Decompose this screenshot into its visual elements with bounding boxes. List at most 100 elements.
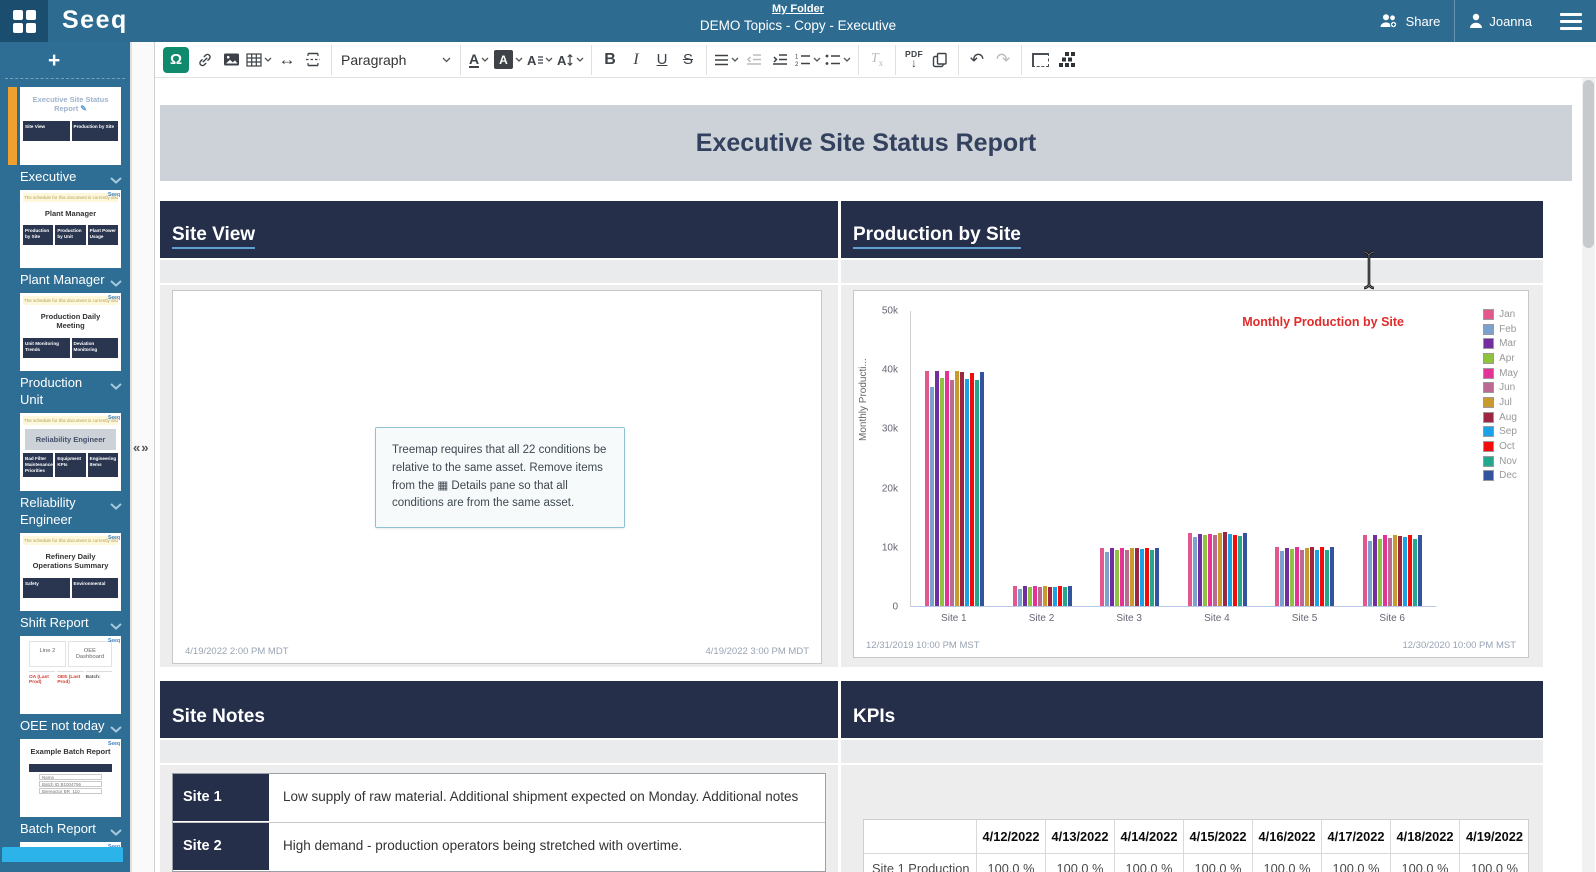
bar-dec-1[interactable] [980, 372, 984, 606]
bar-aug-4[interactable] [1223, 532, 1227, 606]
user-menu[interactable]: Joanna [1455, 0, 1546, 42]
bullet-list-button[interactable] [823, 47, 853, 73]
topic-label[interactable]: Batch Report [20, 820, 124, 837]
bar-aug-1[interactable] [960, 372, 964, 606]
topic-thumbnail[interactable]: The schedule for this document is curren… [20, 293, 121, 371]
pattern-fill-button[interactable] [1053, 47, 1079, 73]
bar-nov-6[interactable] [1413, 539, 1417, 606]
outdent-button[interactable] [741, 47, 767, 73]
chevron-down-icon[interactable] [110, 497, 122, 514]
bar-nov-5[interactable] [1325, 550, 1329, 606]
topic-label[interactable]: Executive [20, 168, 124, 185]
bar-feb-2[interactable] [1018, 589, 1022, 606]
topic-thumbnail[interactable]: The schedule for this document is curren… [20, 190, 121, 268]
bar-aug-5[interactable] [1310, 547, 1314, 606]
bar-mar-4[interactable] [1198, 534, 1202, 606]
bar-jul-6[interactable] [1393, 535, 1397, 606]
site-view-link[interactable]: Site View [172, 224, 255, 249]
line-height-button[interactable]: A [555, 47, 586, 73]
bar-jun-3[interactable] [1125, 550, 1129, 606]
note-cell[interactable]: High demand - production operators being… [269, 823, 825, 871]
sidebar-topic[interactable]: The schedule for this document is curren… [0, 533, 130, 631]
redo-button[interactable]: ↷ [990, 47, 1016, 73]
chevron-down-icon[interactable] [110, 823, 122, 840]
bar-feb-5[interactable] [1280, 551, 1284, 606]
legend-item[interactable]: Oct [1483, 439, 1518, 454]
bar-sep-2[interactable] [1053, 587, 1057, 606]
seeq-logo[interactable]: Seeq [62, 6, 128, 35]
bar-jan-5[interactable] [1275, 547, 1279, 606]
bar-mar-6[interactable] [1373, 535, 1377, 606]
sidebar-scroll-highlight[interactable] [2, 847, 123, 862]
bar-may-3[interactable] [1120, 548, 1124, 606]
italic-button[interactable]: I [623, 47, 649, 73]
bar-jan-3[interactable] [1100, 548, 1104, 606]
bar-nov-3[interactable] [1150, 550, 1154, 606]
link-button[interactable] [192, 47, 218, 73]
insert-image-button[interactable] [218, 47, 244, 73]
share-button[interactable]: Share [1364, 0, 1455, 42]
legend-item[interactable]: Aug [1483, 410, 1518, 425]
sidebar-topic[interactable]: Example Batch ReportSeeqNameBatch ID B10… [0, 739, 130, 837]
ordered-list-button[interactable]: 12 [793, 47, 823, 73]
bar-oct-5[interactable] [1320, 547, 1324, 606]
bar-jan-1[interactable] [925, 371, 929, 606]
topic-label[interactable]: Shift Report [20, 614, 124, 631]
bar-mar-2[interactable] [1023, 586, 1027, 606]
bar-jun-6[interactable] [1388, 538, 1392, 606]
legend-item[interactable]: Apr [1483, 351, 1518, 366]
bar-oct-4[interactable] [1233, 535, 1237, 606]
bar-dec-6[interactable] [1418, 535, 1422, 606]
bar-nov-2[interactable] [1063, 587, 1067, 606]
topic-thumbnail[interactable]: Line 2OEE DashboardOA (Last Prod)OEE (La… [20, 636, 121, 714]
bar-jan-2[interactable] [1013, 586, 1017, 606]
bar-aug-2[interactable] [1048, 587, 1052, 606]
undo-button[interactable]: ↶ [964, 47, 990, 73]
bar-feb-4[interactable] [1193, 537, 1197, 606]
bar-sep-3[interactable] [1140, 549, 1144, 606]
bold-button[interactable]: B [597, 47, 623, 73]
bar-jul-2[interactable] [1043, 586, 1047, 606]
font-size-button[interactable]: A [525, 47, 555, 73]
hamburger-menu-icon[interactable] [1560, 13, 1582, 30]
add-topic-button[interactable]: + [48, 50, 130, 72]
bar-dec-5[interactable] [1330, 547, 1334, 606]
bar-jun-2[interactable] [1038, 587, 1042, 606]
bar-oct-6[interactable] [1408, 535, 1412, 606]
topic-thumbnail[interactable]: Example Batch ReportSeeqNameBatch ID B10… [20, 739, 121, 817]
kpi-table[interactable]: 4/12/20224/13/20224/14/20224/15/20224/16… [863, 819, 1529, 872]
scrollbar-thumb[interactable] [1583, 80, 1594, 248]
bar-feb-3[interactable] [1105, 552, 1109, 606]
sidebar-resize-strip[interactable]: «» [130, 42, 155, 872]
bar-apr-5[interactable] [1290, 549, 1294, 606]
bar-dec-3[interactable] [1155, 548, 1159, 606]
sidebar-topic[interactable]: The schedule for this document is curren… [0, 190, 130, 288]
legend-item[interactable]: Dec [1483, 469, 1518, 484]
bar-feb-6[interactable] [1368, 541, 1372, 606]
bar-nov-1[interactable] [975, 380, 979, 606]
document-canvas[interactable]: Executive Site Status Report Site View P… [155, 78, 1596, 872]
app-grid-button[interactable] [0, 0, 48, 42]
bar-mar-5[interactable] [1285, 548, 1289, 606]
vertical-scrollbar[interactable] [1582, 78, 1595, 872]
bar-apr-6[interactable] [1378, 539, 1382, 606]
bar-mar-3[interactable] [1110, 548, 1114, 606]
bar-jul-4[interactable] [1218, 533, 1222, 606]
my-folder-link[interactable]: My Folder [700, 3, 896, 15]
export-pdf-button[interactable]: PDF↓ [901, 47, 927, 73]
legend-item[interactable]: Jun [1483, 380, 1518, 395]
topic-label[interactable]: Reliability Engineer [20, 494, 124, 528]
clear-formatting-button[interactable]: Tx [864, 47, 890, 73]
topic-thumbnail[interactable]: The schedule for this document is curren… [20, 413, 121, 491]
bar-may-4[interactable] [1208, 534, 1212, 606]
topic-thumbnail[interactable]: The schedule for this document is curren… [20, 533, 121, 611]
bar-aug-6[interactable] [1398, 536, 1402, 606]
chevron-down-icon[interactable] [110, 720, 122, 737]
bar-may-6[interactable] [1383, 535, 1387, 606]
sidebar-topic[interactable]: Line 2OEE DashboardOA (Last Prod)OEE (La… [0, 636, 130, 734]
bar-may-5[interactable] [1295, 547, 1299, 606]
seeq-content-button[interactable]: Ω [163, 47, 189, 73]
collapse-expand-arrows[interactable]: «» [133, 440, 149, 455]
legend-item[interactable]: Nov [1483, 454, 1518, 469]
insert-table-button[interactable] [244, 47, 274, 73]
